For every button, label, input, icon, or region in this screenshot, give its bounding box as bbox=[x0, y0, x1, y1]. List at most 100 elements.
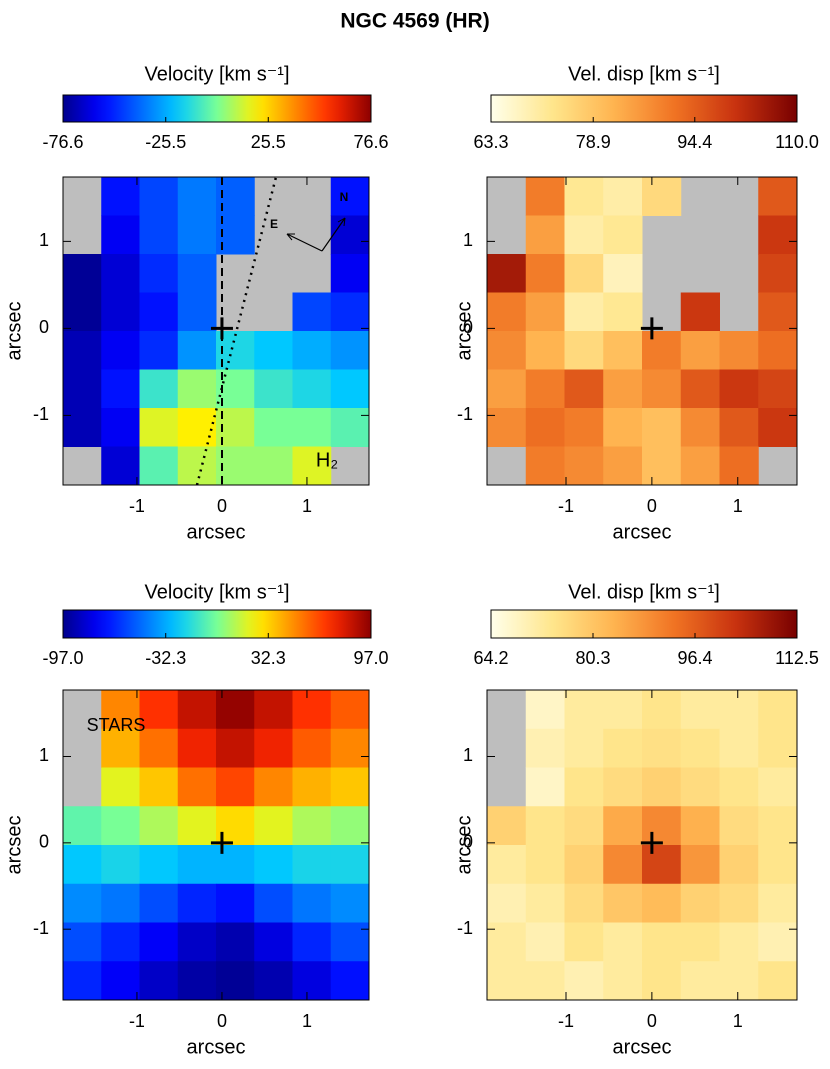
x-axis-label: arcsec bbox=[187, 1036, 246, 1058]
map-cell bbox=[63, 331, 102, 370]
map-cell bbox=[525, 961, 565, 1001]
map-cell bbox=[680, 806, 720, 846]
y-tick-label: 0 bbox=[39, 832, 49, 852]
y-tick-label: -1 bbox=[33, 918, 49, 938]
colorbar-tick-label: 110.0 bbox=[775, 132, 819, 152]
map-cell bbox=[642, 177, 682, 216]
map-cell bbox=[564, 961, 604, 1001]
map-cell bbox=[330, 883, 370, 923]
x-tick-label: 0 bbox=[647, 1011, 657, 1031]
map-cell bbox=[487, 806, 527, 846]
map-cell bbox=[758, 331, 798, 370]
map-cell bbox=[216, 961, 255, 1001]
map-cell bbox=[254, 806, 293, 846]
map-cell bbox=[564, 690, 604, 730]
map-cell bbox=[254, 961, 293, 1001]
x-tick-label: 0 bbox=[217, 1011, 227, 1031]
map-cell bbox=[177, 292, 217, 332]
map-cell bbox=[254, 408, 293, 447]
colorbar-title: Vel. disp [km s⁻¹] bbox=[568, 581, 720, 603]
map-cell bbox=[603, 767, 643, 807]
map-cell bbox=[292, 369, 332, 409]
colorbar-tick-label: 96.4 bbox=[677, 648, 712, 668]
map-cell bbox=[525, 845, 565, 885]
map-cell bbox=[177, 767, 217, 807]
map-cell bbox=[177, 369, 217, 409]
map-cell bbox=[564, 331, 604, 370]
colorbar-tick-label: 80.3 bbox=[575, 648, 610, 668]
map-cell bbox=[487, 922, 527, 962]
map-cell bbox=[63, 922, 102, 962]
map-cell bbox=[139, 292, 179, 332]
map-cell bbox=[525, 446, 565, 486]
map-cell bbox=[525, 883, 565, 923]
y-tick-label: 1 bbox=[39, 230, 49, 250]
map-cell bbox=[642, 883, 682, 923]
plot-frame bbox=[486, 689, 798, 1001]
map-cell bbox=[719, 922, 759, 962]
map-cell bbox=[758, 845, 798, 885]
map-cell bbox=[680, 961, 720, 1001]
map-cell bbox=[139, 845, 179, 885]
map-cell bbox=[330, 292, 370, 332]
x-tick-label: 1 bbox=[733, 496, 743, 516]
map-cell bbox=[177, 883, 217, 923]
map-cell bbox=[292, 767, 332, 807]
map-cell bbox=[216, 728, 255, 768]
map-cell bbox=[177, 408, 217, 447]
map-cell bbox=[680, 446, 720, 486]
compass-arrow bbox=[321, 217, 346, 252]
map-cell bbox=[216, 767, 255, 807]
map-cell bbox=[292, 845, 332, 885]
colorbar-tick-label: -32.3 bbox=[145, 648, 186, 668]
map-cell bbox=[758, 922, 798, 962]
map-cell bbox=[487, 369, 527, 409]
map-cell bbox=[680, 728, 720, 768]
map-cell bbox=[719, 369, 759, 409]
map-cell bbox=[680, 690, 720, 730]
map-cell bbox=[719, 408, 759, 447]
map-cell bbox=[139, 215, 179, 255]
map-cell bbox=[177, 254, 217, 293]
colorbar-title: Vel. disp [km s⁻¹] bbox=[568, 63, 720, 85]
plot-frame bbox=[486, 176, 798, 486]
map-cell bbox=[758, 961, 798, 1001]
map-cell bbox=[63, 292, 102, 332]
map-cell bbox=[139, 767, 179, 807]
map-cell bbox=[292, 728, 332, 768]
map-cell bbox=[63, 845, 102, 885]
map-cell bbox=[139, 331, 179, 370]
map-cell bbox=[525, 922, 565, 962]
map-cell bbox=[254, 369, 293, 409]
x-axis-label: arcsec bbox=[613, 1036, 672, 1058]
map-cell bbox=[564, 922, 604, 962]
map-cell bbox=[330, 331, 370, 370]
map-cell bbox=[330, 806, 370, 846]
figure-title: NGC 4569 (HR) bbox=[340, 10, 489, 33]
map-cell bbox=[330, 254, 370, 293]
map-cell bbox=[758, 806, 798, 846]
map-cell bbox=[139, 254, 179, 293]
map-cell bbox=[177, 961, 217, 1001]
y-tick-label: 0 bbox=[39, 317, 49, 337]
map-cell bbox=[254, 845, 293, 885]
map-cell bbox=[177, 177, 217, 216]
map-cell bbox=[642, 331, 682, 370]
map-cell bbox=[216, 922, 255, 962]
colorbar-tick-label: 76.6 bbox=[353, 132, 388, 152]
map-cell bbox=[139, 690, 179, 730]
compass-arrow bbox=[286, 233, 323, 252]
map-cell bbox=[719, 728, 759, 768]
colorbar-tick-label: 25.5 bbox=[251, 132, 286, 152]
x-tick-label: 1 bbox=[302, 1011, 312, 1031]
map-cell bbox=[292, 331, 332, 370]
map-cell bbox=[177, 845, 217, 885]
map-cell bbox=[642, 369, 682, 409]
y-tick-label: 1 bbox=[463, 230, 473, 250]
map-cell bbox=[101, 408, 140, 447]
map-cell bbox=[564, 883, 604, 923]
map-cell bbox=[292, 922, 332, 962]
map-cell bbox=[719, 806, 759, 846]
map-cell bbox=[525, 215, 565, 255]
map-cell bbox=[525, 369, 565, 409]
